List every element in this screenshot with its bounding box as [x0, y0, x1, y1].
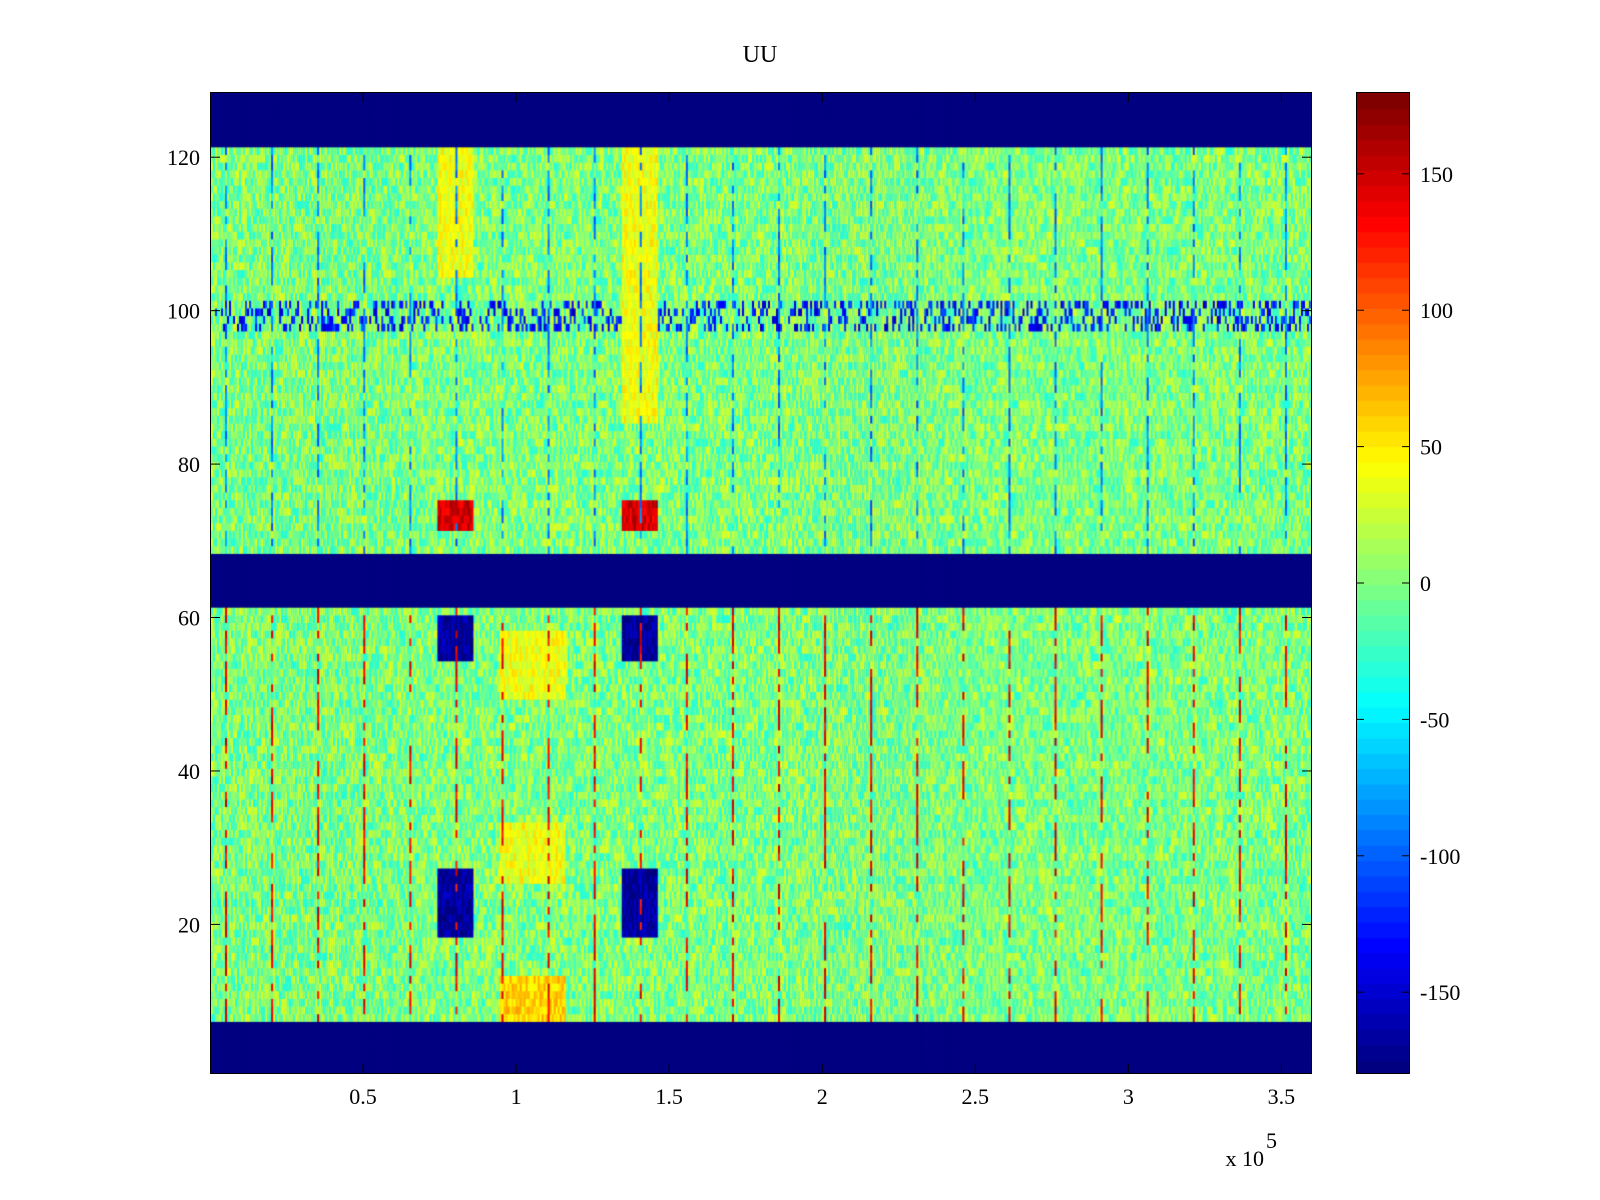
- x-tick-label: 1: [511, 1084, 522, 1109]
- x-tick-label: 3.5: [1268, 1084, 1296, 1109]
- colorbar-tick-label: -50: [1420, 707, 1449, 732]
- y-tick-label: 120: [167, 145, 200, 170]
- colorbar-gradient: [1357, 93, 1409, 1073]
- colorbar-tick-label: 50: [1420, 435, 1442, 460]
- heatmap-cells: [211, 93, 1311, 1073]
- x-multiplier-exponent: 5: [1266, 1128, 1277, 1153]
- y-tick-label: 100: [167, 299, 200, 324]
- colorbar-tick-label: -150: [1420, 980, 1460, 1005]
- heatmap-plot-area: [210, 92, 1312, 1074]
- y-tick-label: 60: [178, 606, 200, 631]
- x-tick-label: 2.5: [962, 1084, 990, 1109]
- colorbar-tick-label: -100: [1420, 844, 1460, 869]
- x-tick-label: 3: [1123, 1084, 1134, 1109]
- colorbar-tick-label: 100: [1420, 298, 1453, 323]
- y-tick-label: 20: [178, 912, 200, 937]
- y-tick-label: 40: [178, 759, 200, 784]
- colorbar-tick-label: 0: [1420, 571, 1431, 596]
- y-tick-label: 80: [178, 452, 200, 477]
- colorbar-tick-label: 150: [1420, 162, 1453, 187]
- x-tick-label: 2: [817, 1084, 828, 1109]
- x-tick-label: 1.5: [655, 1084, 683, 1109]
- chart-title: UU: [742, 42, 778, 68]
- x-tick-label: 0.5: [349, 1084, 377, 1109]
- x-multiplier-label: x 10: [1226, 1146, 1265, 1171]
- colorbar: [1356, 92, 1410, 1074]
